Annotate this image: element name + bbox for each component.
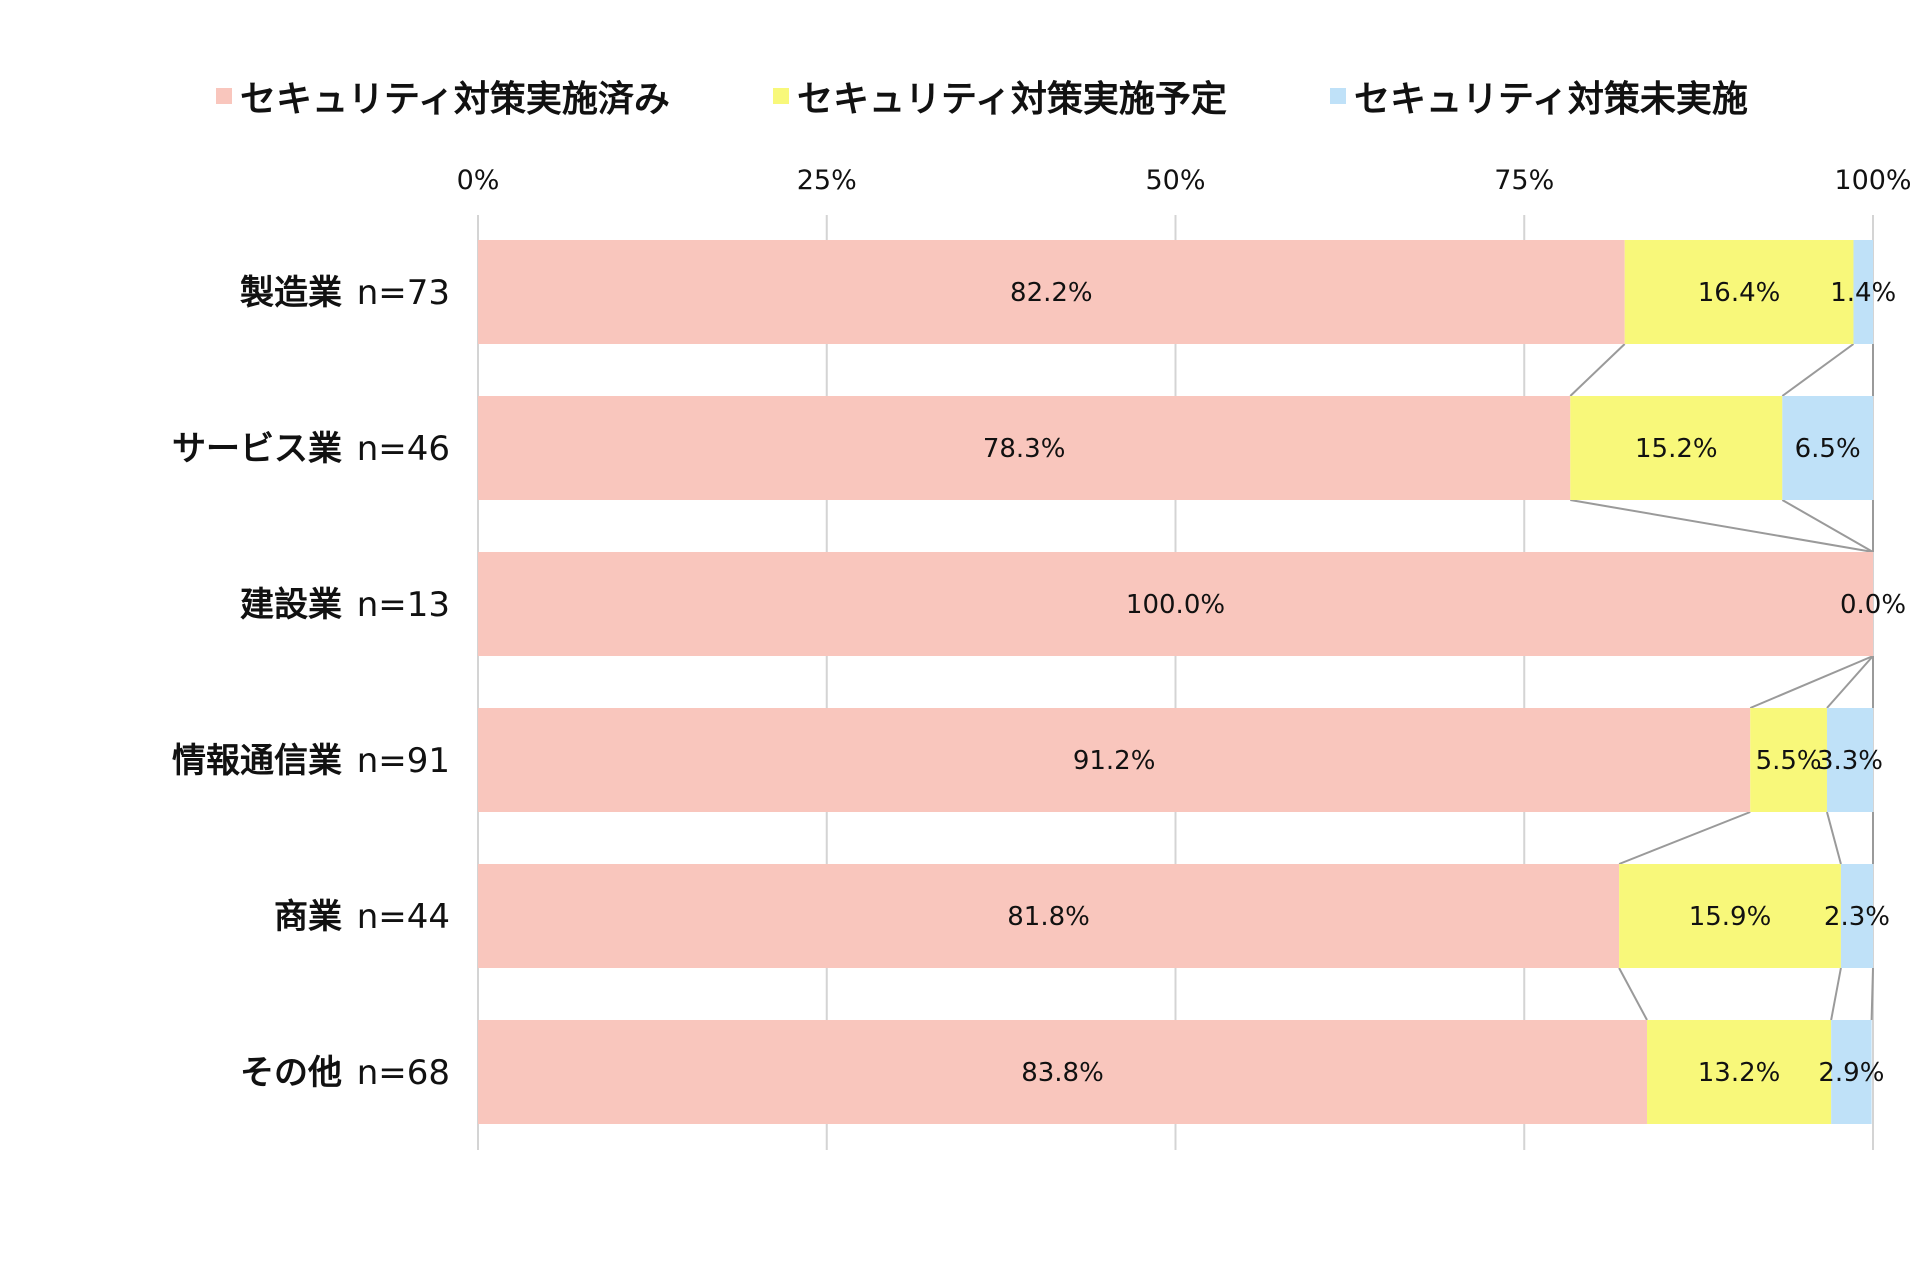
legend-swatch-1 [216, 88, 232, 104]
bar-segment-2 [1619, 864, 1841, 968]
bar-segment-3 [1853, 240, 1873, 344]
bars [478, 240, 1873, 1124]
sample-size-label: n=46 [357, 429, 450, 469]
category-label: 製造業 [240, 273, 342, 313]
data-label: 15.2% [1635, 434, 1718, 464]
series-line [1830, 967, 1842, 1021]
data-label: 3.3% [1817, 746, 1883, 776]
data-label: 16.4% [1698, 278, 1781, 308]
sample-size-label: n=44 [357, 897, 450, 937]
data-label: 82.2% [1010, 278, 1093, 308]
gridlines [477, 215, 1874, 1150]
data-label: 100.0% [1126, 590, 1225, 620]
data-label: 5.5% [1756, 746, 1822, 776]
data-label: 78.3% [983, 434, 1066, 464]
data-label: 83.8% [1021, 1058, 1104, 1088]
bar-segment-1 [478, 552, 1873, 656]
data-label: 2.9% [1818, 1058, 1884, 1088]
bar-segment-3 [1782, 396, 1873, 500]
series-line [1618, 811, 1751, 865]
legend-swatch-2 [773, 88, 789, 104]
legend-swatch-3 [1330, 88, 1346, 104]
category-label: 建設業 [240, 585, 342, 625]
data-label: 15.9% [1689, 902, 1772, 932]
category-labels: 製造業 n=73 サービス業 n=46 建設業 n=13 情報通信業 n=91 商業 n=44 その… [172, 273, 450, 1093]
series-line [1825, 811, 1842, 865]
bar-segment-3 [1831, 1020, 1872, 1124]
bar-segment-2 [1647, 1020, 1832, 1124]
series-line [1826, 655, 1874, 709]
legend-label-2: セキュリティ対策実施予定 [797, 79, 1227, 120]
sample-size-label: n=91 [357, 741, 450, 781]
legend-label-3: セキュリティ対策未実施 [1354, 79, 1748, 120]
bar-segment-2 [1570, 396, 1783, 500]
x-tick-label: 0% [457, 165, 500, 196]
x-axis-ticks: 0% 25% 50% 75% 100% [457, 165, 1912, 196]
legend-label-1: セキュリティ対策実施済み [240, 79, 670, 120]
data-label: 2.3% [1824, 902, 1890, 932]
x-tick-label: 75% [1494, 165, 1554, 196]
bar-segment-3 [1840, 864, 1873, 968]
sample-size-label: n=73 [357, 273, 450, 313]
series-line [1781, 343, 1855, 397]
series-line [1870, 967, 1874, 1021]
series-line [1569, 343, 1626, 397]
series-line [1618, 967, 1648, 1021]
bar-segment-1 [478, 708, 1751, 812]
x-tick-label: 100% [1834, 165, 1911, 196]
series-line [1749, 655, 1874, 709]
bar-segment-3 [1826, 708, 1873, 812]
data-label: 13.2% [1698, 1058, 1781, 1088]
series-lines [1569, 343, 1874, 1021]
data-label: 91.2% [1073, 746, 1156, 776]
data-label: 0.0% [1840, 590, 1906, 620]
category-label: サービス業 [172, 429, 342, 469]
category-label: その他 [240, 1053, 342, 1093]
bar-segment-1 [478, 1020, 1648, 1124]
category-label: 情報通信業 [172, 741, 342, 781]
bar-segment-1 [478, 396, 1571, 500]
data-label: 1.4% [1830, 278, 1896, 308]
bar-segment-1 [478, 240, 1625, 344]
bar-segment-2 [1624, 240, 1854, 344]
sample-size-label: n=68 [357, 1053, 450, 1093]
series-line [1570, 499, 1874, 553]
legend: セキュリティ対策実施済み セキュリティ対策実施予定 セキュリティ対策未実施 [216, 79, 1748, 120]
category-label: 商業 [274, 897, 342, 937]
bar-segment-2 [1750, 708, 1827, 812]
bar-segment-1 [478, 864, 1620, 968]
data-label: 81.8% [1007, 902, 1090, 932]
x-tick-label: 25% [797, 165, 857, 196]
series-line [1781, 499, 1874, 553]
data-label: 6.5% [1795, 434, 1861, 464]
sample-size-label: n=13 [357, 585, 450, 625]
data-labels: 82.2% 16.4% 1.4% 78.3% 15.2% 6.5% 100.0% 0.0% 91… [983, 278, 1906, 1088]
x-tick-label: 50% [1145, 165, 1205, 196]
